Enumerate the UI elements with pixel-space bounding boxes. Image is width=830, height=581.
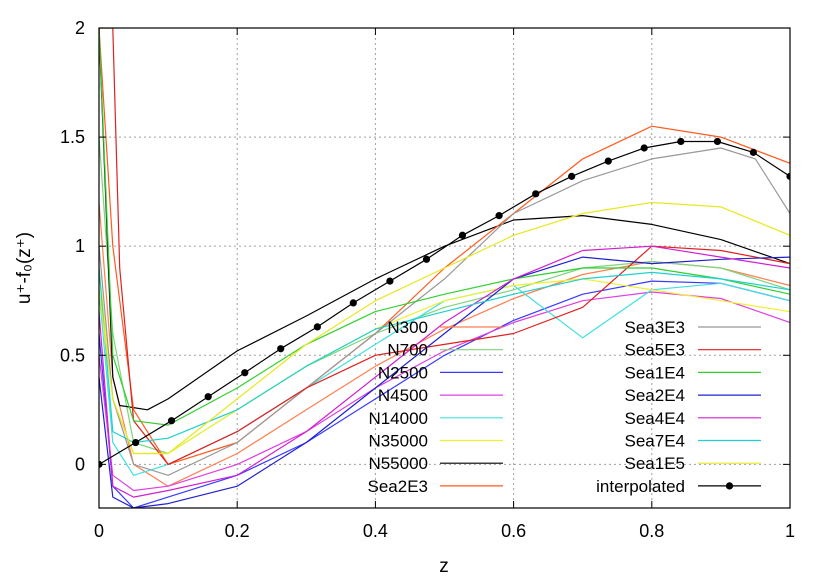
legend-label: Sea4E4 bbox=[625, 409, 686, 428]
series-line-n55000 bbox=[99, 28, 790, 411]
legend-label: N4500 bbox=[378, 386, 428, 405]
y-tick-label: 2 bbox=[75, 18, 85, 38]
legend-item-n35000: N35000 bbox=[368, 432, 503, 451]
series-line-interpolated bbox=[99, 140, 790, 465]
legend-label: N700 bbox=[387, 341, 428, 360]
data-point-interpolated bbox=[204, 393, 212, 401]
series-line-n4500 bbox=[99, 291, 790, 492]
data-point-interpolated bbox=[532, 190, 540, 198]
legend-item-interpolated: interpolated bbox=[596, 477, 761, 496]
series-line-sea1e4 bbox=[99, 28, 790, 426]
legend-item-n14000: N14000 bbox=[368, 409, 503, 428]
data-point-interpolated bbox=[749, 148, 757, 156]
data-point-interpolated bbox=[167, 417, 176, 425]
legend-item-n4500: N4500 bbox=[378, 386, 503, 405]
x-tick-label: 0.2 bbox=[225, 521, 250, 541]
legend-item-sea4e4: Sea4E4 bbox=[625, 409, 761, 428]
data-point-interpolated bbox=[713, 137, 722, 146]
y-tick-label: 0 bbox=[75, 454, 85, 474]
x-tick-label: 0 bbox=[94, 521, 104, 541]
x-tick-label: 1 bbox=[785, 521, 795, 541]
series-lines bbox=[99, 28, 790, 508]
series-line-sea3e3 bbox=[99, 147, 790, 476]
data-point-interpolated bbox=[277, 345, 285, 353]
legend-item-sea3e3: Sea3E3 bbox=[625, 318, 761, 337]
x-tick-label: 0.6 bbox=[501, 521, 526, 541]
x-tick-label: 0.8 bbox=[639, 521, 664, 541]
series-line-sea4e4 bbox=[99, 245, 790, 498]
legend: N300 N700 N2500 N4500 N14000 N35000 N55000 Sea2… bbox=[368, 318, 761, 496]
legend-item-n2500: N2500 bbox=[378, 363, 503, 382]
data-point-interpolated bbox=[422, 255, 431, 263]
data-point-interpolated bbox=[386, 277, 394, 285]
legend-item-n300: N300 bbox=[387, 318, 503, 337]
legend-label: N35000 bbox=[368, 432, 428, 451]
legend-label: N55000 bbox=[368, 454, 428, 473]
data-point-interpolated bbox=[677, 137, 685, 146]
y-tick-label: 1 bbox=[75, 236, 85, 256]
data-point-interpolated bbox=[604, 157, 612, 165]
y-axis-label: u⁺-f₀(z⁺) bbox=[14, 232, 35, 304]
legend-label: N14000 bbox=[368, 409, 428, 428]
legend-item-sea5e3: Sea5E3 bbox=[625, 341, 761, 360]
legend-item-sea1e4: Sea1E4 bbox=[625, 363, 761, 382]
legend-item-n55000: N55000 bbox=[368, 454, 503, 473]
legend-label: Sea7E4 bbox=[625, 432, 686, 451]
legend-item-n700: N700 bbox=[387, 341, 503, 360]
data-point-interpolated bbox=[640, 144, 648, 152]
series-line-sea5e3 bbox=[99, 28, 790, 465]
data-point-interpolated bbox=[458, 231, 467, 239]
legend-label: Sea3E3 bbox=[625, 318, 686, 337]
axis-ticks: 0 0.2 0.4 0.6 0.8 1 0 0.5 1 1.5 2 bbox=[60, 18, 795, 541]
legend-item-sea7e4: Sea7E4 bbox=[625, 432, 761, 451]
y-tick-label: 1.5 bbox=[60, 127, 85, 147]
data-point-interpolated bbox=[786, 172, 790, 180]
legend-label: Sea1E4 bbox=[625, 363, 686, 382]
legend-label: interpolated bbox=[596, 477, 685, 496]
data-point-interpolated bbox=[568, 172, 576, 180]
legend-item-sea2e3: Sea2E3 bbox=[368, 477, 503, 496]
series-line-sea2e4 bbox=[99, 256, 790, 508]
data-point-interpolated bbox=[313, 323, 321, 331]
legend-item-sea2e4: Sea2E4 bbox=[625, 386, 761, 405]
legend-label: N2500 bbox=[378, 363, 428, 382]
legend-label: Sea5E3 bbox=[625, 341, 686, 360]
data-point-interpolated bbox=[241, 369, 249, 377]
legend-label: Sea2E4 bbox=[625, 386, 686, 405]
plot-frame bbox=[98, 27, 791, 509]
series-line-n2500 bbox=[99, 280, 790, 508]
legend-marker bbox=[725, 482, 734, 490]
x-axis-label: z bbox=[439, 556, 449, 577]
legend-item-sea1e5: Sea1E5 bbox=[625, 454, 761, 473]
data-point-interpolated bbox=[495, 212, 503, 220]
data-point-interpolated bbox=[132, 438, 140, 447]
legend-label: Sea2E3 bbox=[368, 477, 429, 496]
data-point-interpolated bbox=[349, 299, 357, 307]
x-tick-label: 0.4 bbox=[363, 521, 388, 541]
y-tick-label: 0.5 bbox=[60, 345, 85, 365]
series-line-sea1e5 bbox=[99, 201, 790, 455]
legend-label: N300 bbox=[387, 318, 428, 337]
legend-label: Sea1E5 bbox=[625, 454, 686, 473]
